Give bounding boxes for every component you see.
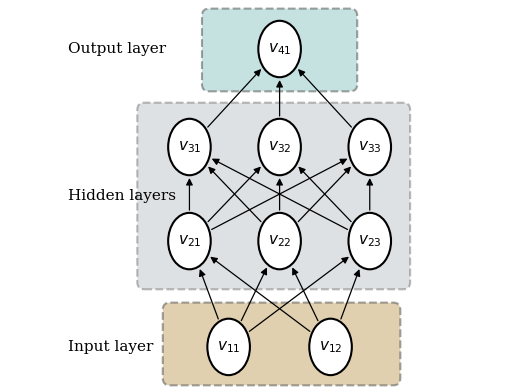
Text: Output layer: Output layer — [68, 42, 166, 56]
Text: $v_{23}$: $v_{23}$ — [358, 233, 382, 249]
Ellipse shape — [309, 319, 352, 375]
Text: $v_{21}$: $v_{21}$ — [178, 233, 201, 249]
Text: $v_{32}$: $v_{32}$ — [268, 139, 291, 155]
Ellipse shape — [258, 119, 301, 175]
FancyBboxPatch shape — [137, 103, 410, 289]
Ellipse shape — [207, 319, 250, 375]
Text: $v_{12}$: $v_{12}$ — [319, 339, 342, 355]
Ellipse shape — [168, 119, 211, 175]
Text: Hidden layers: Hidden layers — [68, 189, 176, 203]
Text: $v_{31}$: $v_{31}$ — [178, 139, 201, 155]
Text: $v_{33}$: $v_{33}$ — [358, 139, 382, 155]
Text: $v_{22}$: $v_{22}$ — [268, 233, 291, 249]
Text: $v_{41}$: $v_{41}$ — [268, 41, 291, 57]
Ellipse shape — [258, 21, 301, 77]
Text: Input layer: Input layer — [68, 340, 153, 354]
Ellipse shape — [348, 213, 391, 269]
FancyBboxPatch shape — [202, 9, 357, 91]
Ellipse shape — [168, 213, 211, 269]
Ellipse shape — [258, 213, 301, 269]
Ellipse shape — [348, 119, 391, 175]
FancyBboxPatch shape — [163, 303, 400, 385]
Text: $v_{11}$: $v_{11}$ — [217, 339, 240, 355]
